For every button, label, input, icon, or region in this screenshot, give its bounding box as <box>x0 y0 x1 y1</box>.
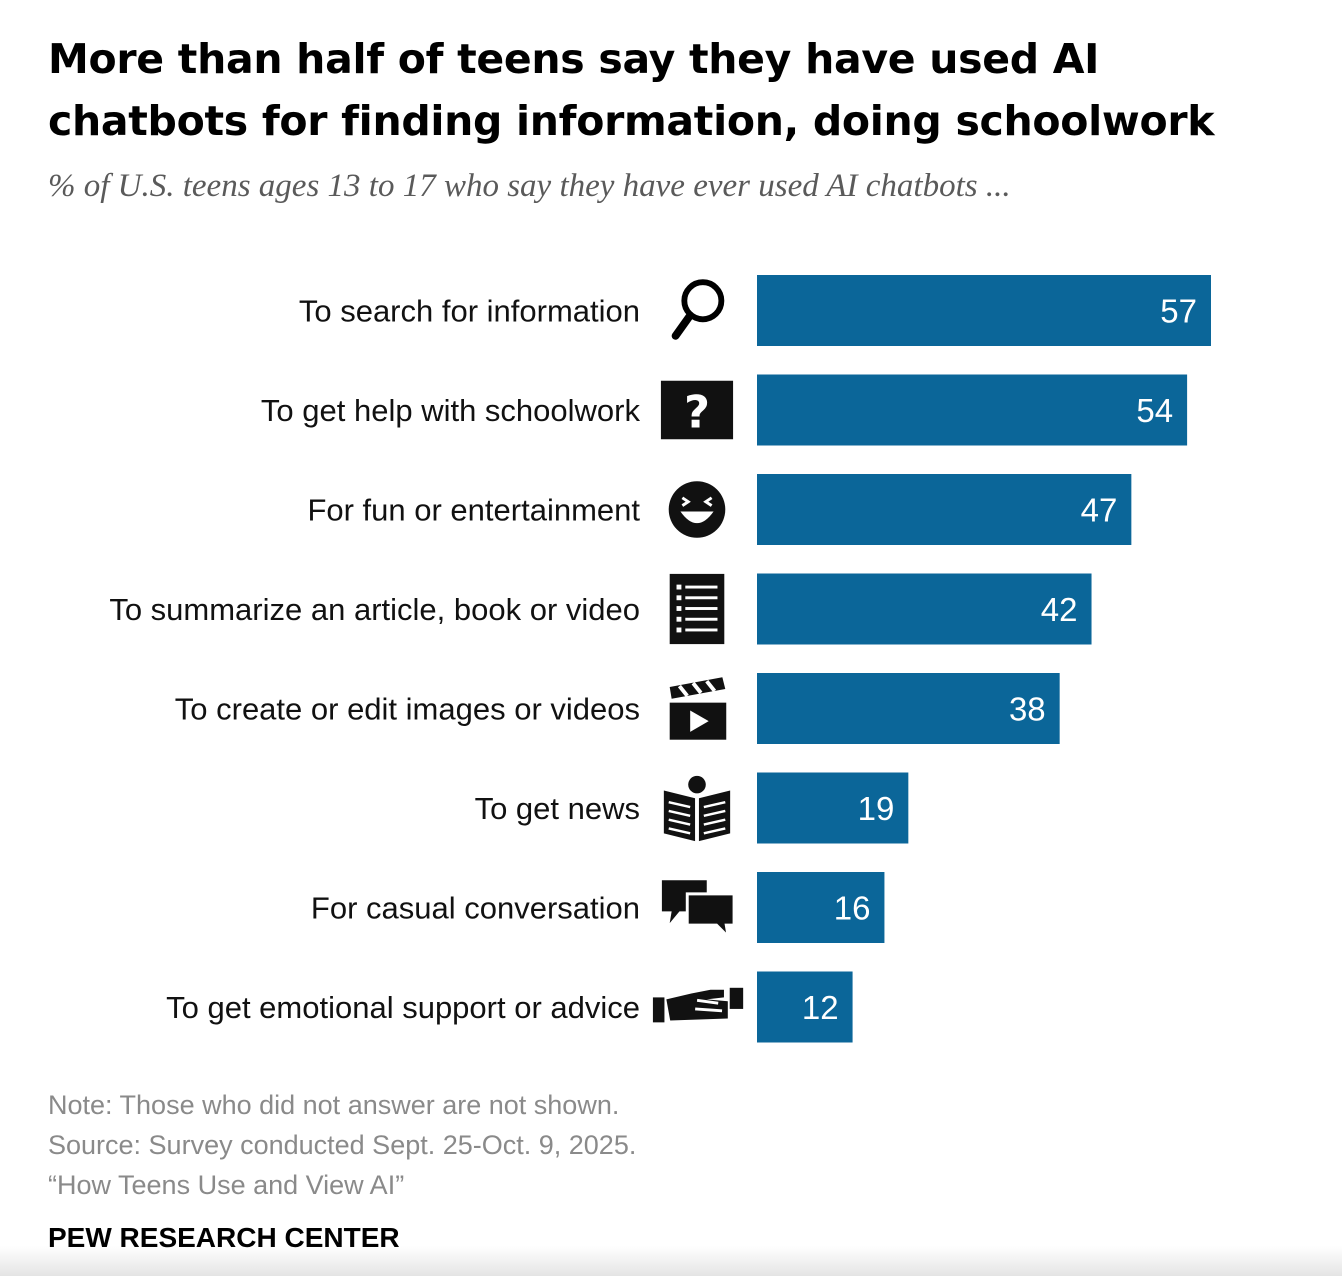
bar-value-label: 47 <box>1081 492 1118 529</box>
bar-value-label: 42 <box>1041 591 1078 628</box>
bottom-fade <box>0 1246 1342 1276</box>
question-mark-icon <box>660 380 734 440</box>
speech-bubbles-icon <box>660 878 736 939</box>
helping-hand-icon <box>651 986 745 1024</box>
bar-value-label: 38 <box>1009 691 1046 728</box>
bar-value-label: 19 <box>858 790 895 827</box>
category-label: To summarize an article, book or video <box>109 592 640 627</box>
report-text: “How Teens Use and View AI” <box>48 1170 405 1200</box>
note-text: Note: Those who did not answer are not s… <box>48 1090 620 1120</box>
bar-value-label: 54 <box>1136 392 1173 429</box>
bar-7 <box>757 872 885 943</box>
bar-value-label: 12 <box>802 989 839 1026</box>
bar-value-label: 57 <box>1160 293 1197 330</box>
bar-6 <box>757 772 909 844</box>
category-label: To get news <box>475 791 640 826</box>
bar-2 <box>757 374 1188 446</box>
chart-title: More than half of teens say they have us… <box>48 35 1215 145</box>
category-label: For fun or entertainment <box>307 493 640 528</box>
chart-subtitle: % of U.S. teens ages 13 to 17 who say th… <box>48 168 1011 204</box>
bar-3 <box>757 474 1132 545</box>
category-label: For casual conversation <box>311 891 640 926</box>
grinning-face-icon <box>667 479 727 540</box>
category-label: To get help with schoolwork <box>261 393 641 428</box>
bar-5 <box>757 673 1060 744</box>
bar-1 <box>757 275 1211 346</box>
list-document-icon <box>669 573 725 645</box>
bar-4 <box>757 573 1092 645</box>
magnifier-icon <box>676 282 722 336</box>
bar-chart: ? <box>109 275 1211 1043</box>
category-label: To search for information <box>299 294 640 329</box>
bar-8 <box>757 971 853 1043</box>
footnotes: Note: Those who did not answer are not s… <box>48 1085 948 1205</box>
category-label: To get emotional support or advice <box>166 990 640 1025</box>
clapperboard-icon <box>667 675 729 742</box>
category-label: To create or edit images or videos <box>175 692 640 727</box>
source-text: Source: Survey conducted Sept. 25-Oct. 9… <box>48 1130 637 1160</box>
bar-value-label: 16 <box>834 890 871 927</box>
newspaper-reader-icon <box>662 774 732 843</box>
